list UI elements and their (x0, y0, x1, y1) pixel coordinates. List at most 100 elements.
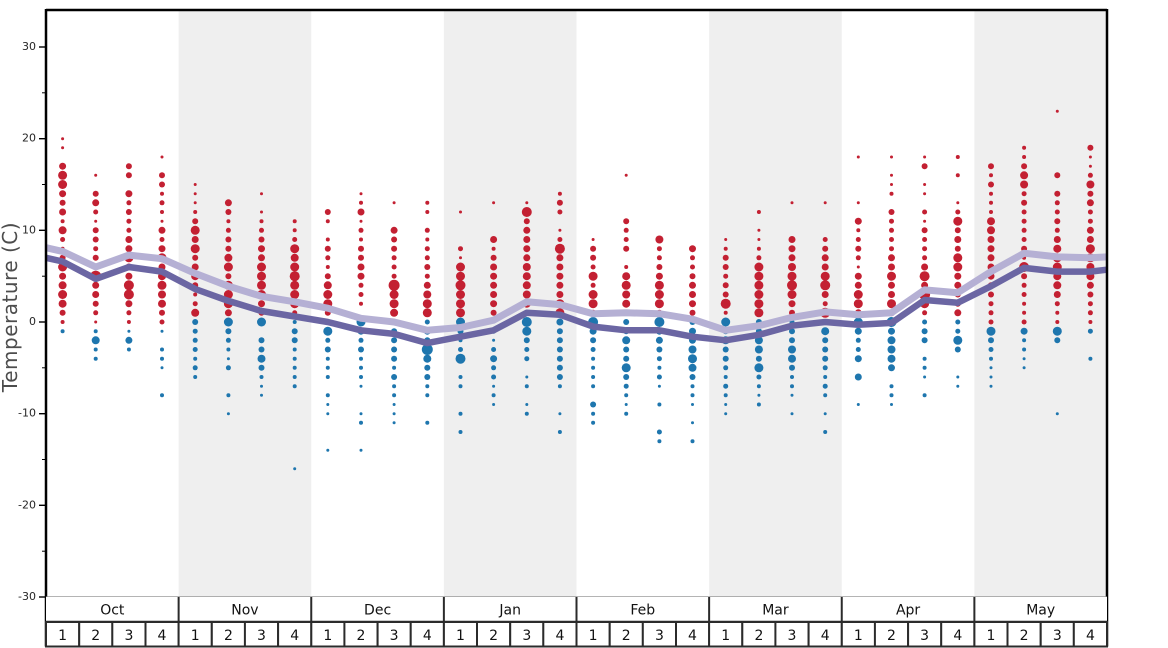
temperature-bubble (1088, 356, 1093, 361)
temperature-bubble (325, 265, 330, 269)
week-label: 3 (257, 628, 266, 644)
temperature-bubble (423, 354, 432, 363)
temperature-bubble (591, 384, 596, 389)
temperature-bubble (458, 430, 463, 434)
temperature-bubble (424, 364, 431, 371)
temperature-bubble (724, 238, 728, 241)
temperature-bubble (691, 403, 694, 406)
temperature-bubble (325, 356, 330, 361)
month-label: Jan (498, 603, 521, 619)
temperature-bubble (391, 337, 398, 344)
temperature-bubble (60, 219, 65, 224)
week-cell (675, 621, 711, 648)
temperature-bubble (889, 384, 894, 389)
temperature-bubble (558, 412, 562, 416)
temperature-bubble (1087, 310, 1093, 316)
temperature-bubble (491, 246, 496, 251)
temperature-bubble (722, 264, 729, 270)
temperature-bubble (94, 219, 98, 223)
temperature-bubble (455, 280, 466, 291)
temperature-bubble (1021, 292, 1027, 297)
week-label: 4 (821, 628, 830, 644)
temperature-bubble (655, 235, 664, 244)
temperature-bubble (392, 421, 396, 425)
week-label: 3 (920, 628, 929, 644)
temperature-bubble (126, 347, 131, 352)
temperature-bubble (922, 356, 927, 361)
temperature-bubble (590, 254, 597, 261)
temperature-bubble (257, 354, 266, 363)
week-cell (840, 621, 876, 648)
temperature-bubble (455, 353, 466, 364)
temperature-bubble (94, 173, 98, 177)
temperature-bubble (1022, 145, 1027, 150)
week-cell (1039, 621, 1075, 648)
temperature-bubble (1054, 190, 1061, 197)
temperature-bubble (1086, 226, 1094, 234)
temperature-bubble (93, 347, 98, 352)
temperature-bubble (358, 292, 364, 297)
temperature-bubble (125, 272, 133, 280)
temperature-bubble (1086, 236, 1094, 243)
temperature-bubble (722, 355, 729, 362)
temperature-bubble (887, 336, 896, 345)
temperature-bubble (921, 227, 928, 234)
temperature-bubble (293, 467, 297, 471)
temperature-bubble (955, 209, 961, 215)
temperature-bubble (822, 337, 829, 344)
week-label: 1 (721, 628, 730, 644)
temperature-bubble (823, 430, 828, 434)
temperature-bubble (724, 403, 728, 406)
temperature-bubble (192, 218, 199, 225)
y-tick-label: 0 (29, 315, 36, 328)
temperature-bubble (490, 355, 498, 363)
temperature-bubble (855, 255, 861, 261)
temperature-bubble (160, 347, 164, 352)
temperature-bubble (326, 448, 330, 452)
temperature-bubble (1055, 412, 1059, 416)
month-row: Oct Nov Dec Jan Feb Mar Apr May (46, 596, 1107, 624)
temperature-bubble (391, 236, 398, 243)
temperature-bubble (160, 155, 164, 159)
y-tick-label: -20 (18, 498, 36, 511)
temperature-bubble (490, 236, 498, 243)
temperature-bubble (1085, 244, 1095, 254)
temperature-bubble (525, 201, 529, 205)
temperature-bubble (656, 356, 662, 362)
temperature-bubble (292, 375, 297, 379)
week-label: 1 (589, 628, 598, 644)
temperature-bubble (1087, 209, 1093, 215)
temperature-bubble (1021, 209, 1027, 215)
temperature-bubble (225, 337, 231, 343)
temperature-bubble (357, 208, 365, 216)
shaded-band (709, 10, 842, 597)
temperature-bubble (60, 329, 65, 334)
temperature-bubble (856, 265, 860, 269)
temperature-bubble (823, 412, 827, 416)
temperature-bubble (325, 219, 330, 224)
temperature-bubble (492, 403, 496, 406)
temperature-bubble (392, 384, 397, 389)
week-label: 3 (655, 628, 664, 644)
temperature-bubble (654, 290, 664, 299)
temperature-bubble (490, 254, 497, 261)
temperature-bubble (757, 228, 761, 232)
temperature-bubble (923, 219, 927, 223)
temperature-bubble (623, 245, 630, 252)
temperature-bubble (657, 402, 662, 407)
temperature-bubble (821, 254, 829, 262)
temperature-bubble (323, 290, 333, 299)
temperature-bubble (58, 290, 68, 299)
temperature-bubble (193, 192, 197, 196)
temperature-bubble (522, 326, 532, 336)
temperature-bubble (689, 327, 696, 335)
temperature-bubble (324, 245, 331, 252)
month-label: Dec (364, 603, 391, 619)
temperature-bubble (988, 319, 994, 325)
temperature-bubble (92, 190, 99, 197)
temperature-bubble (754, 290, 764, 299)
temperature-bubble (193, 292, 198, 297)
temperature-bubble (590, 347, 596, 352)
temperature-bubble (1021, 199, 1028, 206)
temperature-bubble (921, 328, 928, 335)
